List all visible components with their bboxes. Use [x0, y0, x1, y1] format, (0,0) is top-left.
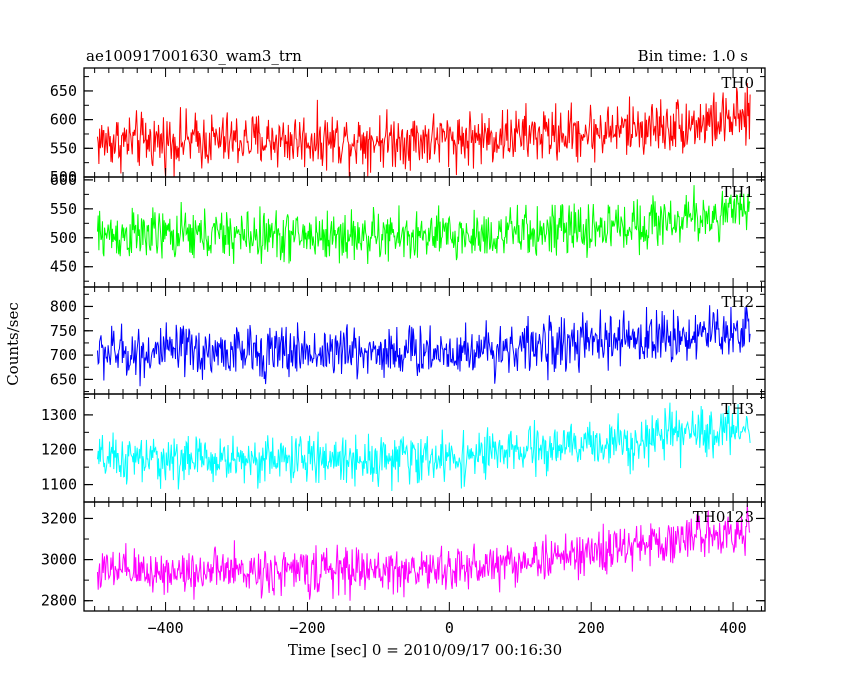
bin-time-label: Bin time: 1.0 s — [638, 47, 748, 65]
y-tick-label: 3000 — [41, 551, 77, 569]
y-tick-label: 2800 — [41, 592, 77, 610]
x-tick-label: −200 — [289, 619, 325, 637]
y-tick-label: 550 — [50, 200, 77, 218]
y-tick-label: 450 — [50, 258, 77, 276]
y-tick-label: 600 — [50, 171, 77, 189]
y-tick-label: 3200 — [41, 509, 77, 527]
series-label-th2: TH2 — [721, 293, 754, 311]
panels: 500 550 600 650 TH0 450 500 550 600 TH1 650 700 750 8… — [41, 67, 766, 612]
x-tick-label: 200 — [578, 619, 605, 637]
x-tick-label: 400 — [720, 619, 747, 637]
y-tick-label: 650 — [50, 82, 77, 100]
x-tick-label: −400 — [148, 619, 184, 637]
y-tick-label: 500 — [50, 168, 77, 186]
series-line-th0123 — [96, 504, 751, 601]
y-tick-label: 1200 — [41, 441, 77, 459]
series-line-th0 — [96, 83, 751, 177]
y-tick-label: 600 — [50, 111, 77, 129]
panel-th0123: 2800 3000 3200 TH0123 — [41, 501, 766, 612]
series-line-th2 — [96, 305, 751, 387]
x-axis: −400 −200 0 200 400 — [148, 619, 747, 637]
y-tick-label: 700 — [50, 346, 77, 364]
y-tick-label: 650 — [50, 370, 77, 388]
y-tick-label: 1300 — [41, 406, 77, 424]
x-tick-label: 0 — [445, 619, 454, 637]
series-label-th1: TH1 — [721, 183, 754, 201]
panel-th2: 650 700 750 800 TH2 — [50, 286, 766, 395]
series-label-th3: TH3 — [721, 400, 754, 418]
panel-frame — [83, 501, 766, 612]
series-line-th1 — [96, 185, 751, 264]
series-line-th3 — [96, 402, 751, 492]
y-tick-label: 550 — [50, 139, 77, 157]
y-tick-label: 750 — [50, 322, 77, 340]
panel-th1: 450 500 550 600 TH1 — [50, 171, 766, 288]
chart-title: ae100917001630_wam3_trn — [86, 47, 302, 65]
y-tick-label: 1100 — [41, 476, 77, 494]
series-label-th0: TH0 — [721, 74, 754, 92]
x-axis-title: Time [sec] 0 = 2010/09/17 00:16:30 — [288, 641, 562, 659]
y-tick-label: 500 — [50, 229, 77, 247]
y-tick-label: 800 — [50, 297, 77, 315]
panel-th3: 1100 1200 1300 TH3 — [41, 393, 766, 503]
panel-th0: 500 550 600 650 TH0 — [50, 67, 766, 186]
series-label-th0123: TH0123 — [693, 508, 754, 526]
y-axis-title: Counts/sec — [4, 302, 22, 386]
